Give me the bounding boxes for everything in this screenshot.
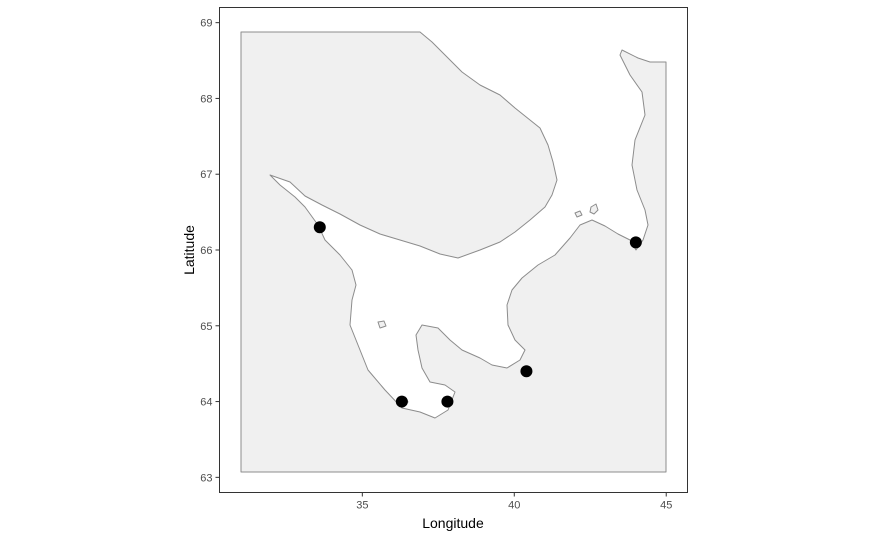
y-tick-label: 67 (200, 169, 212, 181)
x-tick-label: 35 (356, 500, 368, 512)
y-tick-label: 65 (200, 321, 212, 333)
y-tick-label: 69 (200, 18, 212, 30)
station-point (520, 365, 533, 378)
station-point (441, 395, 454, 408)
axis-ticks: 35 40 45 63 64 65 66 67 68 69 (200, 18, 672, 512)
y-tick-label: 68 (200, 93, 212, 105)
island (574, 210, 583, 218)
station-point (313, 221, 326, 234)
y-tick-label: 63 (200, 472, 212, 484)
x-tick-label: 45 (660, 500, 672, 512)
station-points (313, 221, 642, 408)
station-point (629, 236, 642, 249)
station-point (395, 395, 408, 408)
x-tick-label: 40 (508, 500, 520, 512)
land-and-white-sea (240, 31, 667, 473)
y-axis-title: Latitude (181, 225, 197, 275)
island (377, 320, 387, 329)
y-tick-label: 66 (200, 245, 212, 257)
island (589, 203, 599, 215)
x-axis-title: Longitude (422, 515, 484, 531)
y-tick-label: 64 (200, 397, 212, 409)
